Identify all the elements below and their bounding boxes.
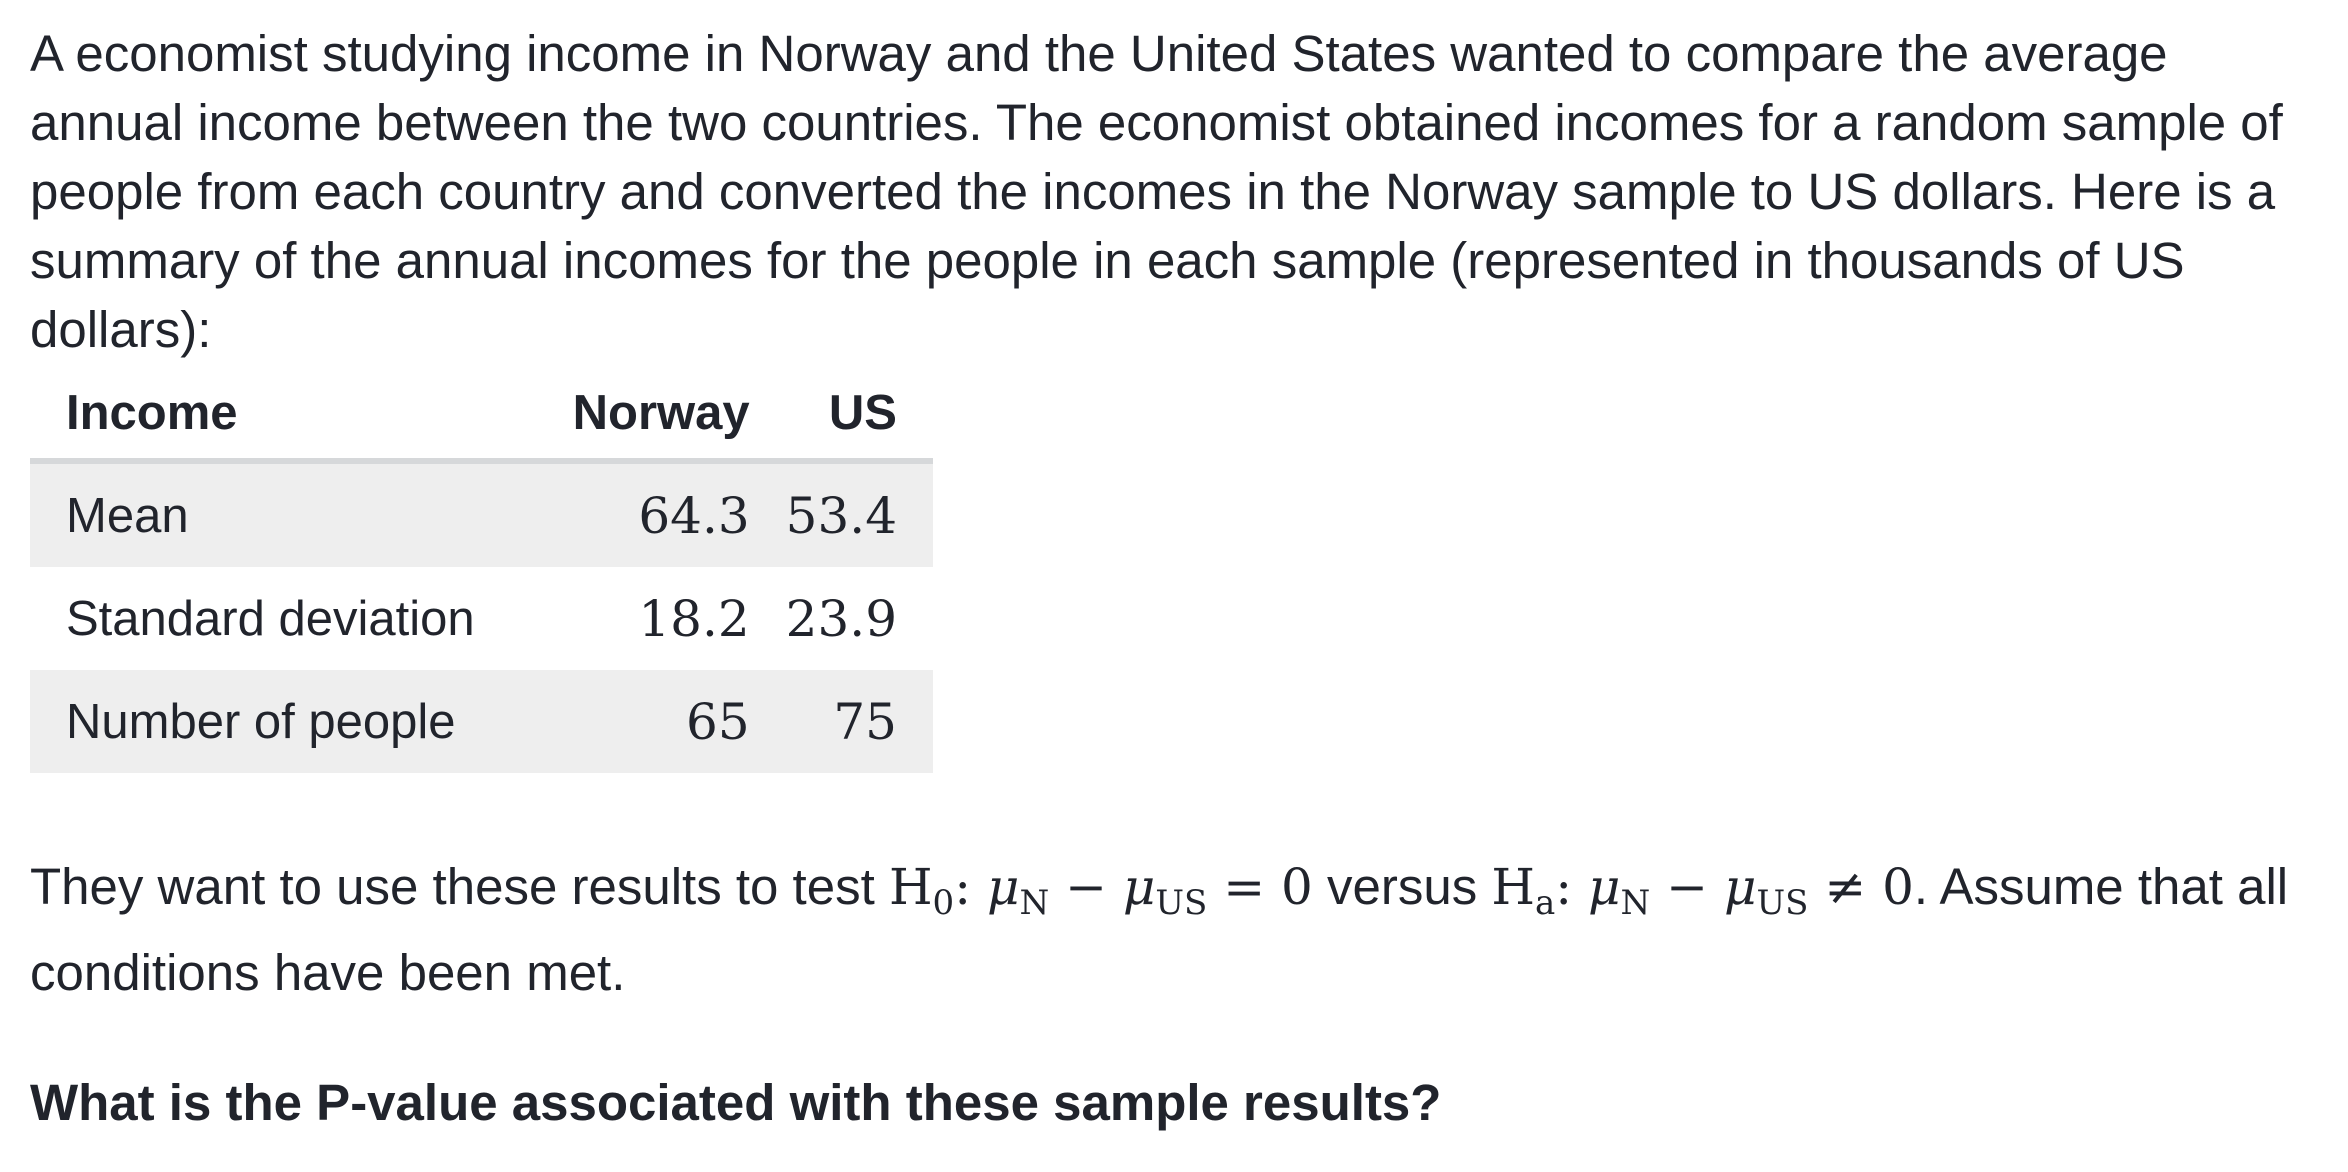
minus-sign: − bbox=[1049, 858, 1123, 916]
alt-hypothesis: Ha: μN − μUS ≠ 0 bbox=[1491, 858, 1914, 923]
mu-subscript-n: N bbox=[1620, 883, 1651, 923]
mu-subscript-n: N bbox=[1019, 883, 1050, 923]
mu-subscript-us: US bbox=[1756, 883, 1809, 923]
cell-us-sd: 23.9 bbox=[785, 589, 897, 648]
header-income: Income bbox=[30, 368, 534, 464]
cell-norway-count: 65 bbox=[533, 670, 786, 773]
h0-subscript: 0 bbox=[932, 883, 955, 923]
mu-subscript-us: US bbox=[1155, 883, 1208, 923]
ha-subscript: a bbox=[1535, 883, 1556, 923]
equals-zero: = 0 bbox=[1207, 858, 1313, 916]
cell-us-count: 75 bbox=[785, 670, 933, 773]
row-label: Mean bbox=[30, 461, 534, 567]
header-us: US bbox=[785, 368, 933, 464]
mu-symbol: μ bbox=[986, 858, 1020, 916]
row-label: Number of people bbox=[30, 670, 534, 773]
null-hypothesis: H0: μN − μUS = 0 bbox=[888, 858, 1313, 923]
hypothesis-paragraph: They want to use these results to test H… bbox=[30, 852, 2330, 1007]
h0-symbol: H bbox=[888, 858, 933, 916]
row-label: Standard deviation bbox=[66, 591, 475, 646]
hypothesis-lead: They want to use these results to test bbox=[30, 858, 889, 915]
ha-colon: : bbox=[1555, 858, 1589, 916]
mu-symbol: μ bbox=[1723, 858, 1757, 916]
question-text: What is the P-value associated with thes… bbox=[30, 1074, 1442, 1131]
h0-colon: : bbox=[954, 858, 987, 916]
cell-us-mean: 53.4 bbox=[785, 461, 933, 567]
intro-paragraph: A economist studying income in Norway an… bbox=[30, 25, 2283, 358]
cell-norway-sd: 18.2 bbox=[638, 589, 750, 648]
minus-sign: − bbox=[1650, 858, 1724, 916]
versus-text: versus bbox=[1312, 858, 1492, 915]
hypothesis-tail: . Assume that all conditions have been m… bbox=[30, 858, 2289, 1001]
not-equal-zero: ≠ 0 bbox=[1808, 858, 1914, 916]
table-row-mean: Mean 64.3 53.4 bbox=[30, 461, 933, 567]
cell-norway-mean: 64.3 bbox=[533, 461, 786, 567]
table-row-sd: Standard deviation 18.2 23.9 bbox=[30, 567, 933, 670]
ha-symbol: H bbox=[1491, 858, 1535, 916]
mu-symbol: μ bbox=[1588, 858, 1621, 916]
income-summary-table: Income Norway US Mean 64.3 53.4 Standard… bbox=[30, 368, 933, 773]
table-row-count: Number of people 65 75 bbox=[30, 670, 933, 773]
header-norway: Norway bbox=[533, 368, 786, 464]
mu-symbol: μ bbox=[1122, 858, 1156, 916]
table-header-row: Income Norway US bbox=[30, 368, 933, 464]
